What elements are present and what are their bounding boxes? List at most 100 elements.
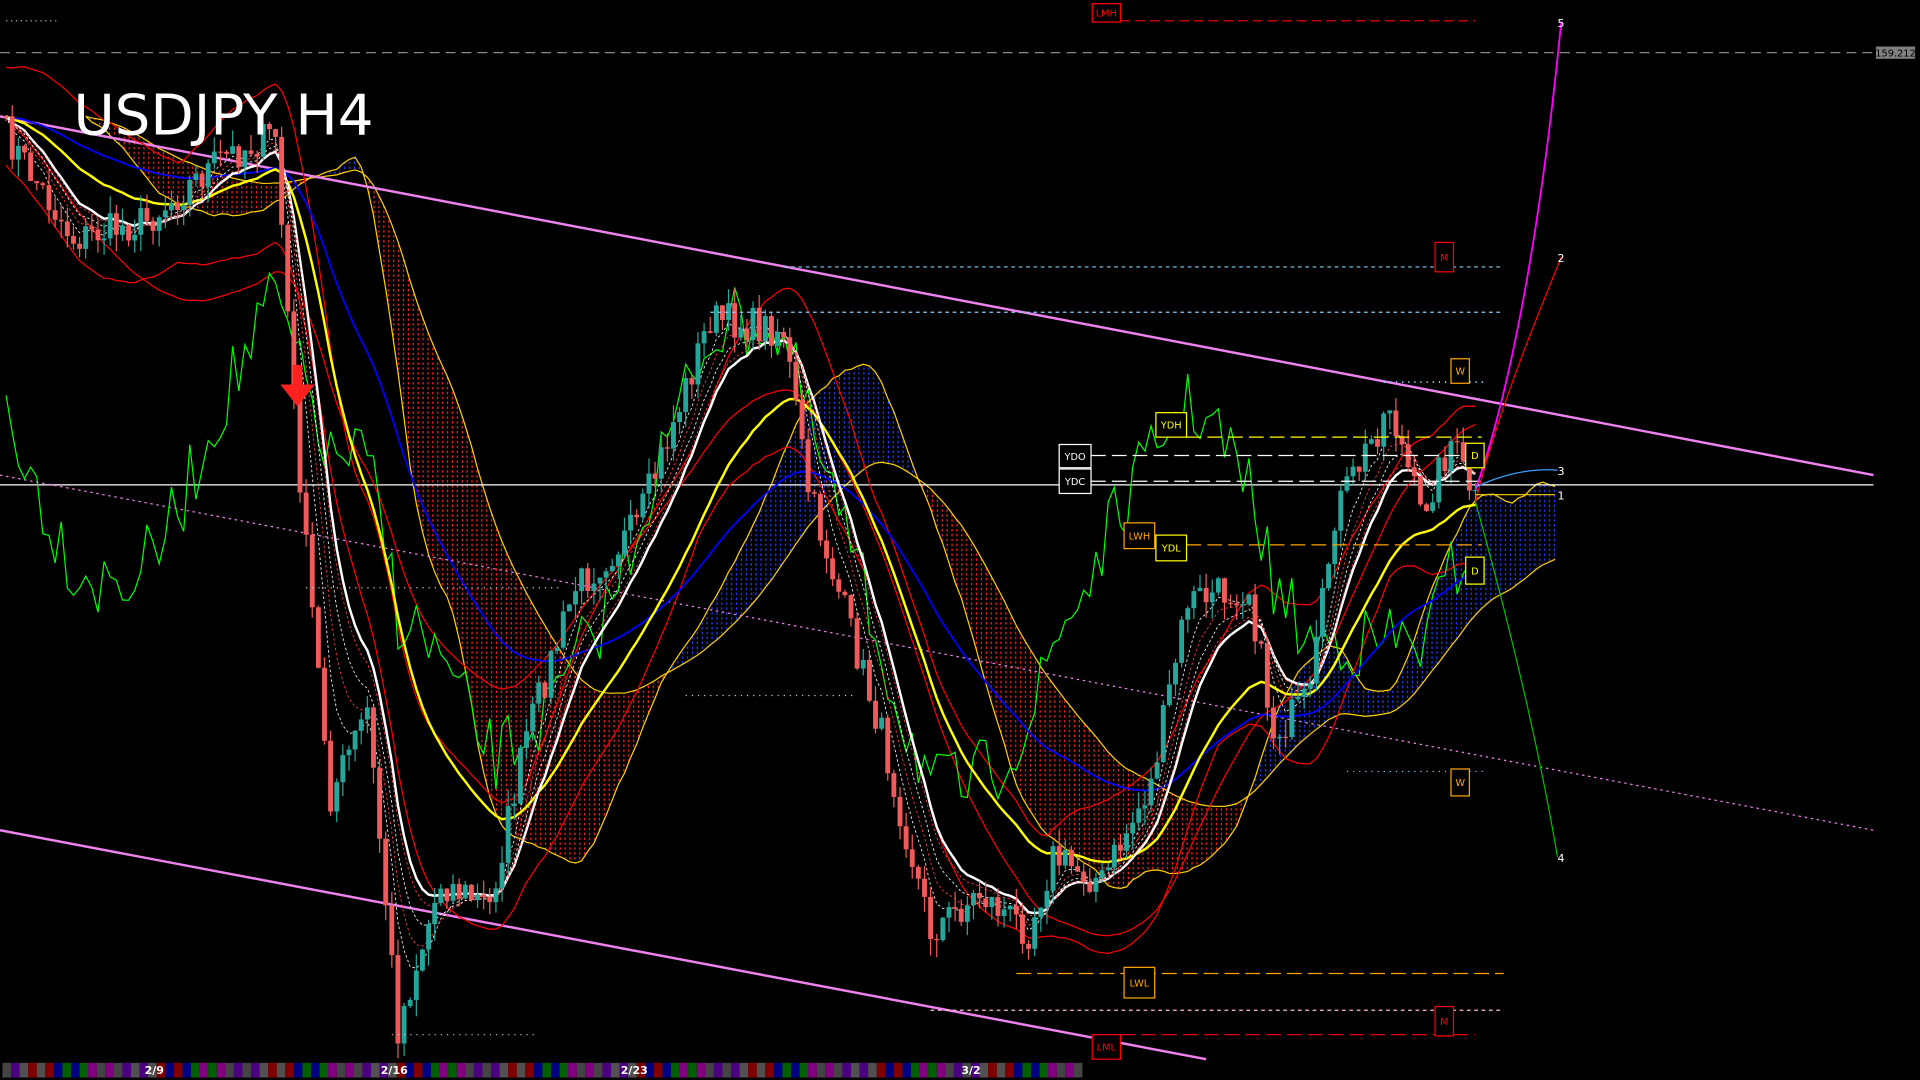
cloud-segment <box>1304 659 1311 740</box>
strip-segment <box>36 1062 46 1078</box>
level-label-text: LML <box>1097 1043 1117 1054</box>
candle <box>1222 577 1227 620</box>
candle <box>817 491 823 547</box>
candle <box>775 318 780 351</box>
cloud-segment <box>434 348 441 586</box>
candle <box>1399 424 1405 457</box>
candle <box>1264 636 1270 721</box>
cloud-segment <box>428 333 435 573</box>
strip-segment <box>1005 1062 1014 1078</box>
cloud-segment <box>1053 683 1060 844</box>
candle <box>1234 594 1240 620</box>
strip-segment <box>156 1062 166 1078</box>
cloud-segment <box>1224 805 1231 844</box>
candle <box>217 139 223 167</box>
strip-segment <box>422 1062 432 1078</box>
slow-ma-line <box>5 115 1476 792</box>
cloud-segment <box>1451 533 1458 647</box>
candle <box>524 718 529 759</box>
candle <box>830 547 836 586</box>
candle <box>1185 605 1191 633</box>
strip-segment <box>11 1062 20 1078</box>
candle <box>1295 681 1301 703</box>
candle <box>989 896 995 920</box>
strip-segment <box>593 1062 603 1078</box>
candle <box>499 846 505 902</box>
candle <box>1093 872 1099 903</box>
strip-segment <box>1073 1062 1083 1078</box>
candle <box>1038 907 1044 932</box>
cloud-segment <box>563 655 570 862</box>
candle <box>420 948 425 972</box>
level-label-d: D <box>1465 442 1485 469</box>
cloud-segment <box>906 446 913 475</box>
strip-segment <box>191 1062 200 1078</box>
candle <box>958 899 964 926</box>
level-label-text: YDO <box>1063 452 1086 463</box>
cloud-segment <box>1022 636 1029 809</box>
candle <box>205 159 211 203</box>
candle <box>1405 429 1411 472</box>
strip-segment <box>122 1062 132 1078</box>
strip-segment <box>662 1062 672 1078</box>
candle <box>303 479 309 547</box>
candle <box>113 204 119 252</box>
candle <box>340 744 346 797</box>
cloud-segment <box>153 144 160 194</box>
level-label-d: D <box>1465 556 1485 585</box>
strip-segment <box>28 1062 37 1078</box>
strip-segment <box>773 1062 783 1078</box>
strip-segment <box>1013 1062 1023 1078</box>
candle <box>168 190 174 220</box>
cloud-segment <box>985 566 992 705</box>
cloud-segment <box>569 664 576 863</box>
candle <box>1068 845 1074 874</box>
strip-segment <box>808 1062 817 1078</box>
candle <box>432 887 438 941</box>
candle <box>120 208 125 241</box>
cloud-segment <box>440 362 447 597</box>
cloud-segment <box>655 676 662 699</box>
candle <box>585 562 591 598</box>
candle <box>689 375 695 399</box>
candle <box>1301 682 1307 709</box>
cloud-segment <box>1193 802 1200 868</box>
candle <box>1430 493 1436 513</box>
cloud-segment <box>648 680 656 713</box>
cloud-segment <box>508 556 515 837</box>
level-label-text: D <box>1471 566 1479 577</box>
candle <box>1179 615 1185 668</box>
strip-segment <box>362 1062 372 1078</box>
channel-top <box>0 115 1874 477</box>
strip-segment <box>902 1062 912 1078</box>
candle <box>744 318 750 348</box>
candle <box>977 881 983 909</box>
cloud-segment <box>900 429 907 471</box>
strip-segment <box>516 1062 526 1078</box>
candle <box>934 933 940 958</box>
candle <box>285 222 291 318</box>
strip-segment <box>791 1062 800 1078</box>
cloud-segment <box>1065 700 1072 853</box>
cloud-segment <box>1328 645 1335 720</box>
cloud-segment <box>642 683 649 728</box>
moving-averages <box>5 115 1477 969</box>
level-label-text: LMH <box>1096 9 1117 20</box>
down-arrow-icon <box>280 364 315 407</box>
cloud-segment <box>765 484 772 588</box>
candle <box>756 295 762 351</box>
strip-segment <box>842 1062 852 1078</box>
candle <box>260 111 266 160</box>
cloud-segment <box>1095 736 1103 879</box>
level-label-text: M <box>1440 1017 1448 1028</box>
candle <box>71 226 76 250</box>
candle <box>793 352 799 406</box>
candle <box>413 954 419 1017</box>
candle <box>126 223 132 247</box>
cloud-segment <box>997 588 1005 743</box>
cloud-segment <box>1481 494 1488 609</box>
candle <box>352 729 358 762</box>
candle <box>456 878 462 907</box>
cloud-segment <box>1046 675 1054 839</box>
